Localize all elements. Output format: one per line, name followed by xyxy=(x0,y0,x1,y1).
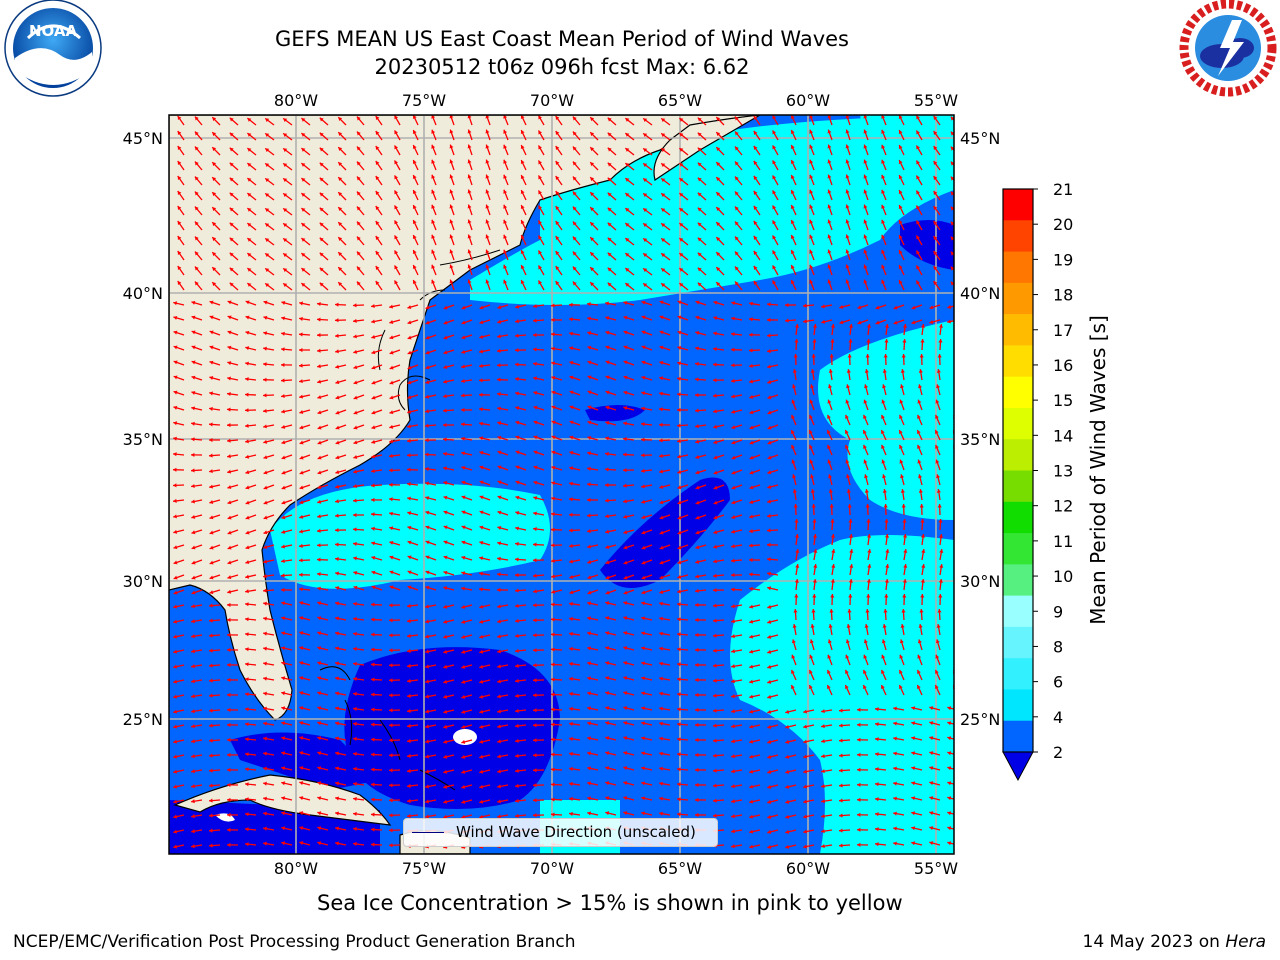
lon-tick-bottom: 75°W xyxy=(402,859,446,878)
colorbar-tick-label: 8 xyxy=(1053,637,1063,656)
cyan-zone-southeast xyxy=(730,535,954,854)
footer-credit: NCEP/EMC/Verification Post Processing Pr… xyxy=(13,932,576,952)
map-area xyxy=(169,115,954,854)
colorbar-tick-label: 4 xyxy=(1053,708,1063,727)
map-legend: Wind Wave Direction (unscaled) xyxy=(403,818,718,847)
lon-tick-top: 70°W xyxy=(530,91,574,110)
colorbar-segment xyxy=(1003,564,1033,597)
lon-tick-top: 80°W xyxy=(274,91,318,110)
colorbar-tick-label: 12 xyxy=(1053,497,1073,516)
lat-tick-right: 35°N xyxy=(960,430,1000,449)
lon-tick-bottom: 60°W xyxy=(786,859,830,878)
sea-ice-note: Sea Ice Concentration > 15% is shown in … xyxy=(317,891,903,915)
colorbar-segment xyxy=(1003,595,1033,628)
axis-tick-labels: 80°W 80°W 75°W 75°W 70°W 70°W 65°W 65°W 60°W 60°W… xyxy=(123,91,1001,878)
colorbar-tick-label: 2 xyxy=(1053,743,1063,762)
map-title: GEFS MEAN US East Coast Mean Period of W… xyxy=(275,27,849,51)
colorbar-segment xyxy=(1003,220,1033,253)
lat-tick-left: 45°N xyxy=(123,129,163,148)
colorbar-segment xyxy=(1003,501,1033,534)
lon-tick-bottom: 55°W xyxy=(914,859,958,878)
lat-tick-right: 45°N xyxy=(960,129,1000,148)
lon-tick-bottom: 65°W xyxy=(658,859,702,878)
noaa-logo-text: NOAA xyxy=(29,22,78,40)
lon-tick-top: 55°W xyxy=(914,91,958,110)
colorbar: 2 4 6 8 9 10 11 12 13 14 15 16 17 18 19 20 21 xyxy=(1002,180,1073,782)
lon-tick-bottom: 80°W xyxy=(274,859,318,878)
colorbar-label: Mean Period of Wind Waves [s] xyxy=(1086,315,1110,625)
lon-tick-bottom: 70°W xyxy=(530,859,574,878)
colorbar-segment xyxy=(1003,407,1033,440)
colorbar-tick-label: 18 xyxy=(1053,286,1073,305)
cyan-zone-north xyxy=(470,115,954,305)
coastline-details xyxy=(377,249,501,411)
colorbar-tick-label: 14 xyxy=(1053,426,1073,445)
lat-tick-left: 40°N xyxy=(123,284,163,303)
colorbar-segment xyxy=(1003,314,1033,346)
noaa-logo: NOAA xyxy=(4,0,102,97)
lon-tick-top: 60°W xyxy=(786,91,830,110)
colorbar-segment xyxy=(1003,689,1033,722)
colorbar-tick-label: 16 xyxy=(1053,356,1073,375)
colorbar-segment xyxy=(1003,251,1033,284)
colorbar-segment xyxy=(1003,658,1033,690)
lat-tick-left: 30°N xyxy=(123,572,163,591)
colorbar-extend-arrow xyxy=(1002,751,1034,782)
colorbar-segment xyxy=(1003,345,1033,378)
lon-tick-top: 75°W xyxy=(402,91,446,110)
footer-host: Hera xyxy=(1225,932,1266,952)
colorbar-segment xyxy=(1003,720,1033,753)
wind-wave-direction-arrows xyxy=(172,115,954,849)
legend-label: Wind Wave Direction (unscaled) xyxy=(456,823,696,841)
cyan-zone-mid xyxy=(270,483,550,589)
footer-date-text: 14 May 2023 on xyxy=(1082,932,1226,952)
darkblue-zone-cuba xyxy=(230,732,380,790)
colorbar-tick-label: 11 xyxy=(1053,532,1073,551)
colorbar-segment xyxy=(1003,376,1033,409)
colorbar-tick-label: 17 xyxy=(1053,321,1073,340)
map-frame xyxy=(168,114,955,855)
colorbar-tick-label: 13 xyxy=(1053,462,1073,481)
nws-logo xyxy=(1179,0,1277,97)
colorbar-segment xyxy=(1003,470,1033,503)
colorbar-tick-label: 19 xyxy=(1053,250,1073,269)
darkblue-zone-northeast xyxy=(900,220,954,270)
map-subtitle-forecast: 20230512 t06z 096h fcst Max: 6.62 xyxy=(374,55,750,79)
lat-tick-right: 30°N xyxy=(960,572,1000,591)
footer-date: 14 May 2023 on Hera xyxy=(1083,932,1267,952)
colorbar-segment xyxy=(1003,282,1033,315)
lat-tick-right: 25°N xyxy=(960,710,1000,729)
colorbar-segment xyxy=(1003,626,1033,659)
colorbar-tick-label: 10 xyxy=(1053,567,1073,586)
colorbar-tick-label: 21 xyxy=(1053,180,1073,199)
land-nova-scotia xyxy=(653,115,761,181)
colorbar-tick-label: 6 xyxy=(1053,673,1063,692)
colorbar-tick-label: 20 xyxy=(1053,215,1073,234)
darkblue-zone-bahamas xyxy=(344,647,560,809)
legend-line-icon xyxy=(412,832,444,833)
land-north-america xyxy=(169,115,761,721)
lat-tick-left: 35°N xyxy=(123,430,163,449)
lat-tick-left: 25°N xyxy=(123,710,163,729)
colorbar-segment xyxy=(1003,439,1033,471)
colorbar-segment xyxy=(1003,533,1033,565)
lon-tick-top: 65°W xyxy=(658,91,702,110)
lat-tick-right: 40°N xyxy=(960,284,1000,303)
colorbar-tick-label: 9 xyxy=(1053,602,1063,621)
colorbar-segment xyxy=(1003,189,1033,221)
colorbar-tick-label: 15 xyxy=(1053,391,1073,410)
